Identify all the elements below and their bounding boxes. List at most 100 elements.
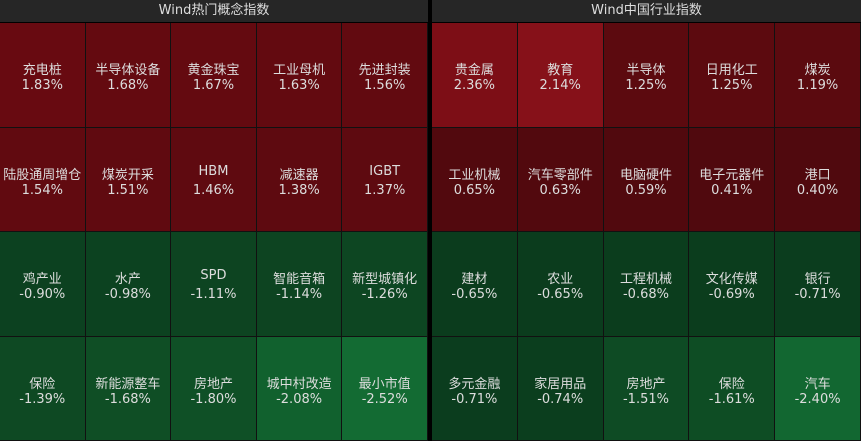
cell-label: 半导体设备 [95, 63, 161, 78]
heat-cell[interactable]: 充电桩 1.83% [0, 23, 86, 128]
cell-label: 多元金融 [448, 376, 501, 392]
cell-value: -0.68% [622, 287, 669, 302]
cell-label: 港口 [804, 167, 831, 183]
cell-value: 1.38% [278, 182, 320, 198]
cell-label: 保险 [29, 376, 56, 392]
cell-value: -1.51% [622, 391, 669, 407]
cell-label: 陆股通周增仓 [3, 167, 82, 183]
heat-cell[interactable]: 港口 0.40% [775, 127, 861, 232]
cell-value: -0.71% [794, 287, 841, 302]
heat-cell[interactable]: 日用化工 1.25% [689, 23, 776, 128]
heat-cell[interactable]: 黄金珠宝 1.67% [171, 23, 257, 128]
cell-label: 房地产 [193, 376, 233, 392]
cell-value: -0.65% [537, 287, 584, 302]
cell-label: 城中村改造 [266, 376, 332, 392]
heat-cell[interactable]: 工程机械 -0.68% [603, 232, 690, 337]
heat-cell[interactable]: 工业母机 1.63% [256, 23, 343, 128]
cell-value: 1.68% [107, 78, 149, 93]
heat-cell[interactable]: 家居用品 -0.74% [517, 336, 604, 441]
heat-cell[interactable]: SPD -1.11% [171, 232, 257, 337]
heat-cell[interactable]: 保险 -1.61% [689, 336, 776, 441]
cell-label: IGBT [369, 163, 401, 179]
cell-value: 1.51% [107, 182, 149, 198]
heat-cell[interactable]: 新能源整车 -1.68% [85, 336, 172, 441]
cell-value: -1.26% [361, 287, 408, 302]
heat-cell[interactable]: 保险 -1.39% [0, 336, 86, 441]
heat-cell[interactable]: 文化传媒 -0.69% [689, 232, 776, 337]
heat-cell[interactable]: 鸡产业 -0.90% [0, 232, 86, 337]
cell-value: 1.67% [192, 78, 235, 93]
heat-cell[interactable]: 城中村改造 -2.08% [256, 336, 343, 441]
cell-value: -0.98% [104, 287, 151, 302]
cell-label: 新能源整车 [95, 376, 161, 392]
cell-label: 先进封装 [358, 63, 411, 78]
heat-cell[interactable]: 电子元器件 0.41% [689, 127, 776, 232]
cell-label: 电脑硬件 [619, 167, 672, 183]
panel-title: Wind热门概念指数 [0, 0, 428, 23]
cell-label: 农业 [547, 272, 574, 287]
cell-value: 0.65% [453, 182, 496, 198]
heat-cell[interactable]: 半导体 1.25% [603, 23, 690, 128]
heat-cell[interactable]: 煤炭 1.19% [775, 23, 861, 128]
cell-label: 工业母机 [273, 63, 326, 78]
heat-cell[interactable]: 水产 -0.98% [85, 232, 172, 337]
cell-label: 充电桩 [22, 63, 62, 78]
heat-cell[interactable]: 多元金融 -0.71% [432, 336, 518, 441]
cell-value: 1.25% [711, 78, 753, 93]
heat-cell[interactable]: 最小市值 -2.52% [342, 336, 428, 441]
cell-label: 文化传媒 [705, 272, 758, 287]
heat-cell[interactable]: 汽车零部件 0.63% [517, 127, 604, 232]
cell-value: -2.52% [361, 391, 408, 407]
cell-label: 最小市值 [358, 376, 411, 392]
cell-value: 1.37% [364, 182, 406, 198]
cell-value: -0.90% [19, 287, 66, 302]
heat-cell[interactable]: 汽车 -2.40% [775, 336, 861, 441]
heat-cell[interactable]: 房地产 -1.80% [171, 336, 257, 441]
heat-cell[interactable]: 智能音箱 -1.14% [256, 232, 343, 337]
cell-label: 保险 [718, 376, 745, 392]
cell-value: 2.36% [453, 78, 496, 93]
cell-label: 教育 [547, 63, 574, 78]
cell-value: 1.56% [364, 78, 406, 93]
cell-label: 水产 [114, 272, 141, 287]
cell-value: -0.71% [451, 391, 498, 407]
cell-label: 煤炭开采 [101, 167, 154, 183]
panel: Wind热门概念指数 充电桩 1.83% 半导体设备 1.68% 黄金珠宝 1.67% 工业母… [0, 0, 428, 441]
cell-value: -0.65% [451, 287, 498, 302]
cell-label: HBM [198, 163, 229, 179]
cell-value: 2.14% [539, 78, 581, 93]
heat-cell[interactable]: 先进封装 1.56% [342, 23, 428, 128]
heat-cell[interactable]: 农业 -0.65% [517, 232, 604, 337]
heat-cell[interactable]: 电脑硬件 0.59% [603, 127, 690, 232]
cell-value: 0.41% [711, 182, 753, 198]
cell-value: -1.11% [190, 287, 237, 302]
cell-value: 1.19% [796, 78, 839, 93]
heat-cell[interactable]: 新型城镇化 -1.26% [342, 232, 428, 337]
cell-value: -1.80% [190, 391, 237, 407]
heat-cell[interactable]: 半导体设备 1.68% [85, 23, 172, 128]
cell-value: -1.14% [276, 287, 323, 302]
cell-label: 日用化工 [705, 63, 758, 78]
heat-cell[interactable]: 建材 -0.65% [432, 232, 518, 337]
cell-label: 建材 [461, 272, 488, 287]
cell-label: 减速器 [279, 167, 319, 183]
cell-value: 0.63% [539, 182, 581, 198]
cell-label: 工程机械 [619, 272, 672, 287]
cell-label: SPD [200, 268, 227, 283]
cell-label: 贵金属 [454, 63, 494, 78]
heat-cell[interactable]: 房地产 -1.51% [603, 336, 690, 441]
heat-cell[interactable]: 银行 -0.71% [775, 232, 861, 337]
heat-cell[interactable]: 减速器 1.38% [256, 127, 343, 232]
cell-value: -2.08% [276, 391, 323, 407]
heat-cell[interactable]: HBM 1.46% [171, 127, 257, 232]
cell-value: 1.54% [21, 182, 63, 198]
cell-value: 1.46% [192, 182, 235, 198]
heat-cell[interactable]: 教育 2.14% [517, 23, 604, 128]
heat-cell[interactable]: 煤炭开采 1.51% [85, 127, 172, 232]
heat-cell[interactable]: 陆股通周增仓 1.54% [0, 127, 86, 232]
heat-cell[interactable]: IGBT 1.37% [342, 127, 428, 232]
heat-cell[interactable]: 工业机械 0.65% [432, 127, 518, 232]
heat-cell[interactable]: 贵金属 2.36% [432, 23, 518, 128]
cell-label: 银行 [804, 272, 831, 287]
